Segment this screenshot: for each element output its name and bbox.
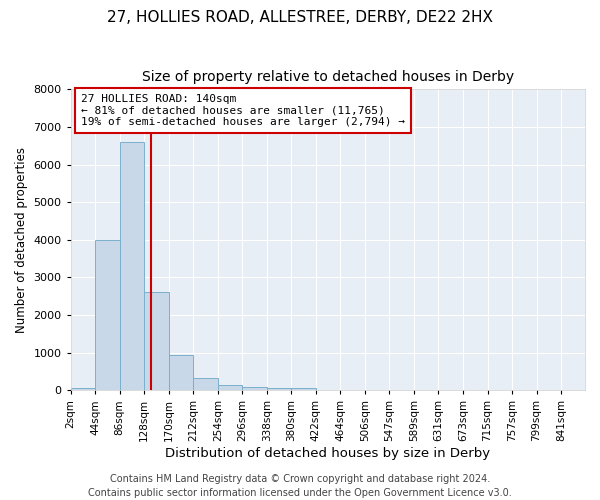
X-axis label: Distribution of detached houses by size in Derby: Distribution of detached houses by size …: [165, 447, 490, 460]
Text: 27 HOLLIES ROAD: 140sqm
← 81% of detached houses are smaller (11,765)
19% of sem: 27 HOLLIES ROAD: 140sqm ← 81% of detache…: [81, 94, 405, 127]
Bar: [292, 388, 316, 390]
Y-axis label: Number of detached properties: Number of detached properties: [15, 147, 28, 333]
Bar: [267, 388, 292, 390]
Text: Contains HM Land Registry data © Crown copyright and database right 2024.
Contai: Contains HM Land Registry data © Crown c…: [88, 474, 512, 498]
Bar: [218, 386, 242, 390]
Bar: [242, 388, 267, 390]
Text: 27, HOLLIES ROAD, ALLESTREE, DERBY, DE22 2HX: 27, HOLLIES ROAD, ALLESTREE, DERBY, DE22…: [107, 10, 493, 25]
Bar: [71, 388, 95, 390]
Bar: [95, 240, 120, 390]
Bar: [169, 354, 193, 390]
Bar: [120, 142, 144, 390]
Bar: [193, 378, 218, 390]
Bar: [144, 292, 169, 390]
Title: Size of property relative to detached houses in Derby: Size of property relative to detached ho…: [142, 70, 514, 84]
